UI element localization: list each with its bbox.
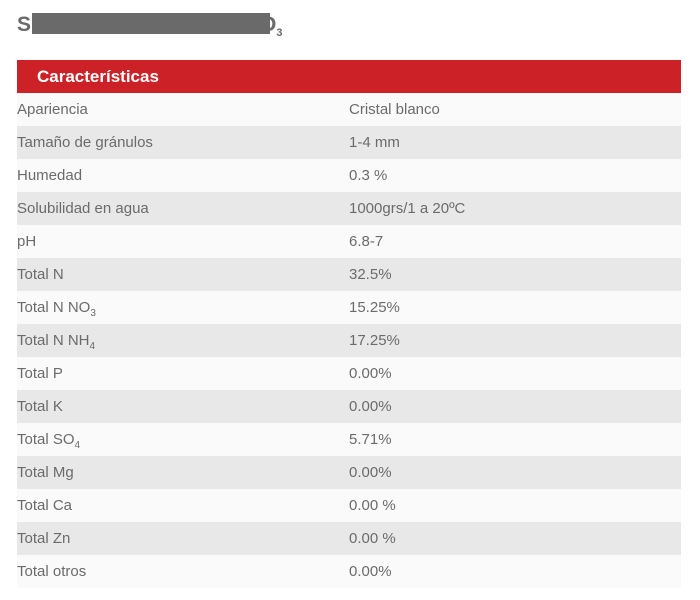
table-row: Total N NO3 15.25% bbox=[17, 291, 681, 324]
table-row: pH 6.8-7 bbox=[17, 225, 681, 258]
table-row: Solubilidad en agua 1000grs/1 a 20ºC bbox=[17, 192, 681, 225]
redaction-bar bbox=[32, 13, 271, 34]
row-value: 0.00% bbox=[349, 464, 392, 481]
row-value: 0.3 % bbox=[349, 167, 388, 184]
row-value: 32.5% bbox=[349, 266, 392, 283]
row-label: Total otros bbox=[17, 563, 87, 580]
row-value: 17.25% bbox=[349, 332, 400, 349]
row-label: Total Mg bbox=[17, 464, 74, 481]
row-label: Apariencia bbox=[17, 101, 88, 118]
row-label: Total Zn bbox=[17, 530, 71, 547]
row-label: Total K bbox=[17, 398, 63, 415]
row-label: Solubilidad en agua bbox=[17, 200, 149, 217]
row-label: Total N bbox=[17, 266, 64, 283]
table-row: Total N 32.5% bbox=[17, 258, 681, 291]
table-row: Tamaño de gránulos 1-4 mm bbox=[17, 126, 681, 159]
table-row: Total N NH4 17.25% bbox=[17, 324, 681, 357]
row-label: Total P bbox=[17, 365, 63, 382]
table-row: Apariencia Cristal blanco bbox=[17, 93, 681, 126]
characteristics-table: Características Apariencia Cristal blanc… bbox=[17, 60, 681, 588]
row-value: 0.00 % bbox=[349, 530, 396, 547]
page-title: SO3 bbox=[17, 13, 684, 40]
row-label: Humedad bbox=[17, 167, 83, 184]
row-value: 1000grs/1 a 20ºC bbox=[349, 200, 466, 217]
table-row: Total Zn 0.00 % bbox=[17, 522, 681, 555]
row-value: 0.00 % bbox=[349, 497, 396, 514]
row-value: 5.71% bbox=[349, 431, 392, 448]
table-row: Total otros 0.00% bbox=[17, 555, 681, 588]
table-row: Total SO4 5.71% bbox=[17, 423, 681, 456]
row-value: 1-4 mm bbox=[349, 134, 400, 151]
title-prefix: S bbox=[17, 13, 32, 36]
row-value: 0.00% bbox=[349, 398, 392, 415]
row-value: 0.00% bbox=[349, 365, 392, 382]
row-label: Total N NH4 bbox=[17, 332, 96, 352]
table-row: Total P 0.00% bbox=[17, 357, 681, 390]
table-header-row: Características bbox=[17, 60, 681, 93]
title-suffix-subscript: 3 bbox=[276, 27, 283, 40]
table-row: Total K 0.00% bbox=[17, 390, 681, 423]
table-row: Total Mg 0.00% bbox=[17, 456, 681, 489]
row-value: 0.00% bbox=[349, 563, 392, 580]
row-label: Total N NO3 bbox=[17, 299, 96, 319]
row-label: Total Ca bbox=[17, 497, 73, 514]
row-label: Total SO4 bbox=[17, 431, 81, 451]
row-value: 15.25% bbox=[349, 299, 400, 316]
table-row: Humedad 0.3 % bbox=[17, 159, 681, 192]
row-value: Cristal blanco bbox=[349, 101, 440, 118]
table-header-title: Características bbox=[17, 60, 681, 93]
row-label: Tamaño de gránulos bbox=[17, 134, 153, 151]
table-row: Total Ca 0.00 % bbox=[17, 489, 681, 522]
row-value: 6.8-7 bbox=[349, 233, 384, 250]
row-label: pH bbox=[17, 233, 37, 250]
